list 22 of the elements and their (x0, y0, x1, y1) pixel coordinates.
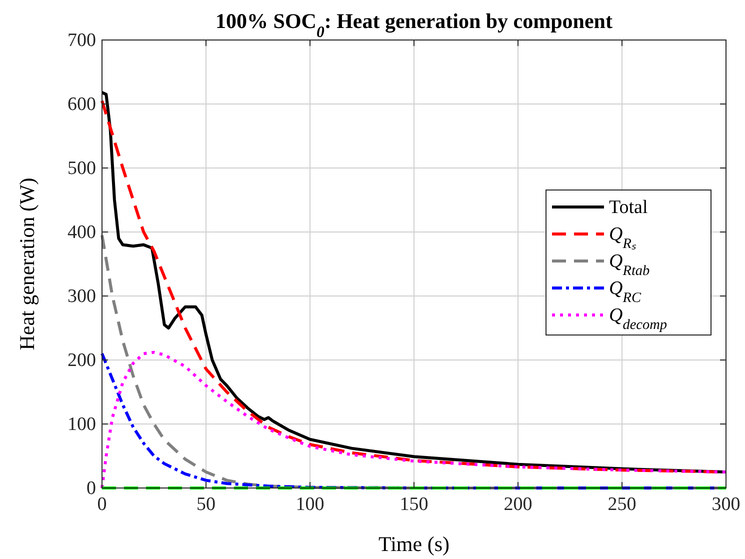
y-tick-label: 500 (68, 158, 96, 179)
x-axis-title: Time (s) (378, 532, 450, 556)
y-tick-label: 600 (68, 94, 96, 115)
x-tick-label: 200 (504, 494, 532, 515)
y-tick-label: 300 (68, 286, 96, 307)
x-tick-label: 150 (400, 494, 428, 515)
legend-label: Total (609, 197, 648, 218)
x-tick-label: 50 (196, 494, 216, 515)
x-tick-label: 300 (712, 494, 740, 515)
legend-label: Q$_{RC}$ (609, 278, 642, 306)
x-tick-label: 100 (296, 494, 324, 515)
legend-label: Q$_{Rtab}$ (609, 251, 650, 279)
legend-label: Q$_{Rₛ}$ (609, 224, 636, 252)
legend-label: Q$_{decomp}$ (609, 305, 668, 333)
y-tick-label: 400 (68, 222, 96, 243)
y-tick-label: 0 (86, 478, 96, 499)
y-tick-label: 700 (68, 30, 96, 51)
y-tick-label: 200 (68, 350, 96, 371)
chart-title: 100% SOC$_{0}$: Heat generation by component (216, 9, 612, 40)
y-tick-label: 100 (68, 414, 96, 435)
y-axis-title: Heat generation (W) (15, 178, 39, 350)
x-tick-label: 250 (608, 494, 636, 515)
